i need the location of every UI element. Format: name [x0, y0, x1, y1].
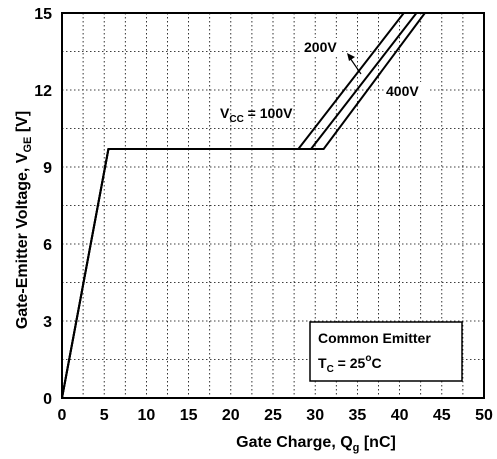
x-tick-label: 40: [391, 407, 409, 424]
y-tick-label: 15: [34, 6, 52, 23]
label-200v-arrow: [350, 58, 361, 74]
x-tick-label: 45: [433, 407, 451, 424]
y-tick-labels: 0 3 6 9 12 15: [34, 6, 52, 408]
y-tick-label: 6: [43, 237, 52, 254]
vcc-label: VCC = 100V: [220, 105, 293, 125]
label-400v: 400V: [386, 83, 419, 99]
y-tick-label: 0: [43, 391, 52, 408]
y-tick-label: 9: [43, 160, 52, 177]
condition-line1: Common Emitter: [318, 330, 431, 346]
x-tick-label: 35: [349, 407, 367, 424]
x-tick-label: 15: [180, 407, 198, 424]
x-tick-label: 5: [100, 407, 109, 424]
x-tick-labels: 0 5 10 15 20 25 30 35 40 45 50: [58, 407, 493, 424]
y-tick-label: 3: [43, 314, 52, 331]
y-tick-label: 12: [34, 83, 52, 100]
x-tick-label: 50: [475, 407, 493, 424]
x-tick-label: 25: [264, 407, 282, 424]
x-tick-label: 20: [222, 407, 240, 424]
x-tick-label: 0: [58, 407, 67, 424]
x-axis-title: Gate Charge, Qg [nC]: [236, 434, 396, 454]
label-200v: 200V: [304, 39, 337, 55]
x-tick-label: 10: [138, 407, 156, 424]
x-tick-label: 30: [306, 407, 324, 424]
y-axis-title: Gate-Emitter Voltage, VGE [V]: [14, 111, 34, 329]
